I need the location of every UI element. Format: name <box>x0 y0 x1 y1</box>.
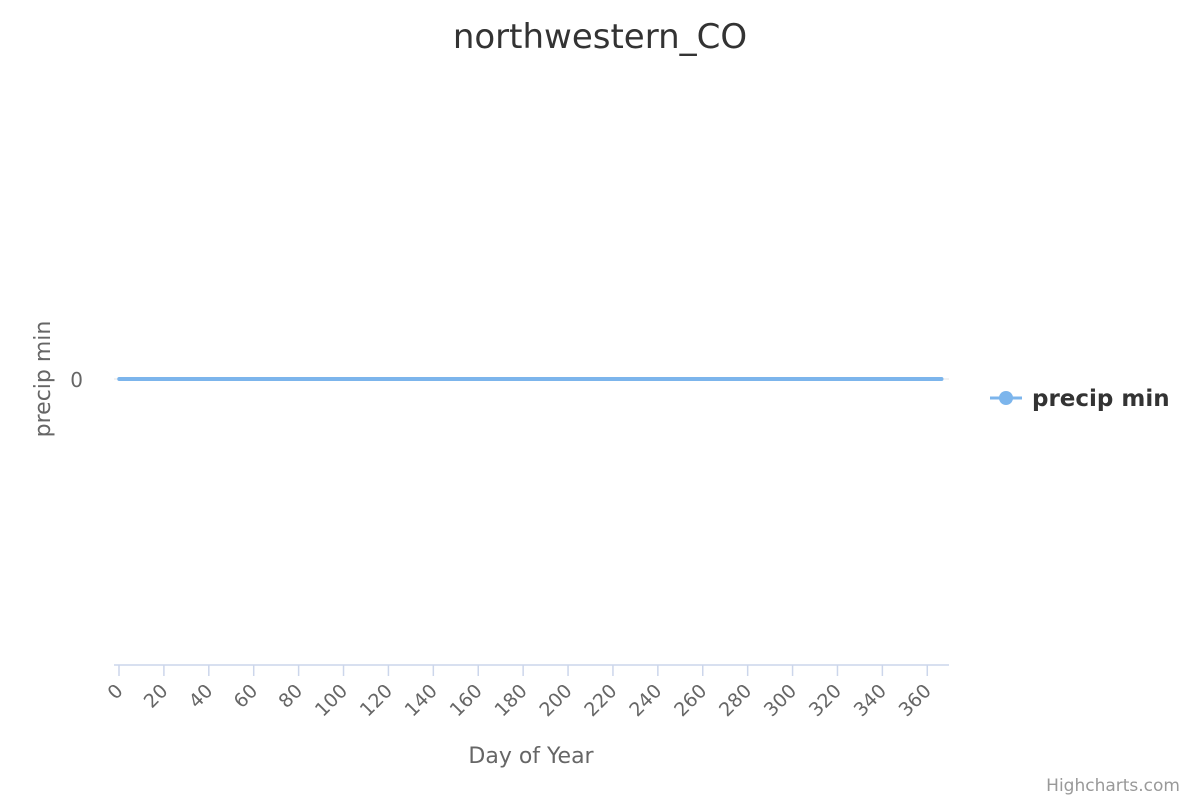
x-axis-title: Day of Year <box>468 744 594 769</box>
y-axis-title: precip min <box>31 321 56 438</box>
credits-link[interactable]: Highcharts.com <box>1046 776 1180 796</box>
chart-title: northwestern_CO <box>453 17 747 57</box>
legend[interactable]: precip min <box>990 386 1170 412</box>
legend-marker-icon <box>999 391 1013 405</box>
legend-item-label[interactable]: precip min <box>1032 386 1170 412</box>
y-tick-label: 0 <box>70 368 83 392</box>
